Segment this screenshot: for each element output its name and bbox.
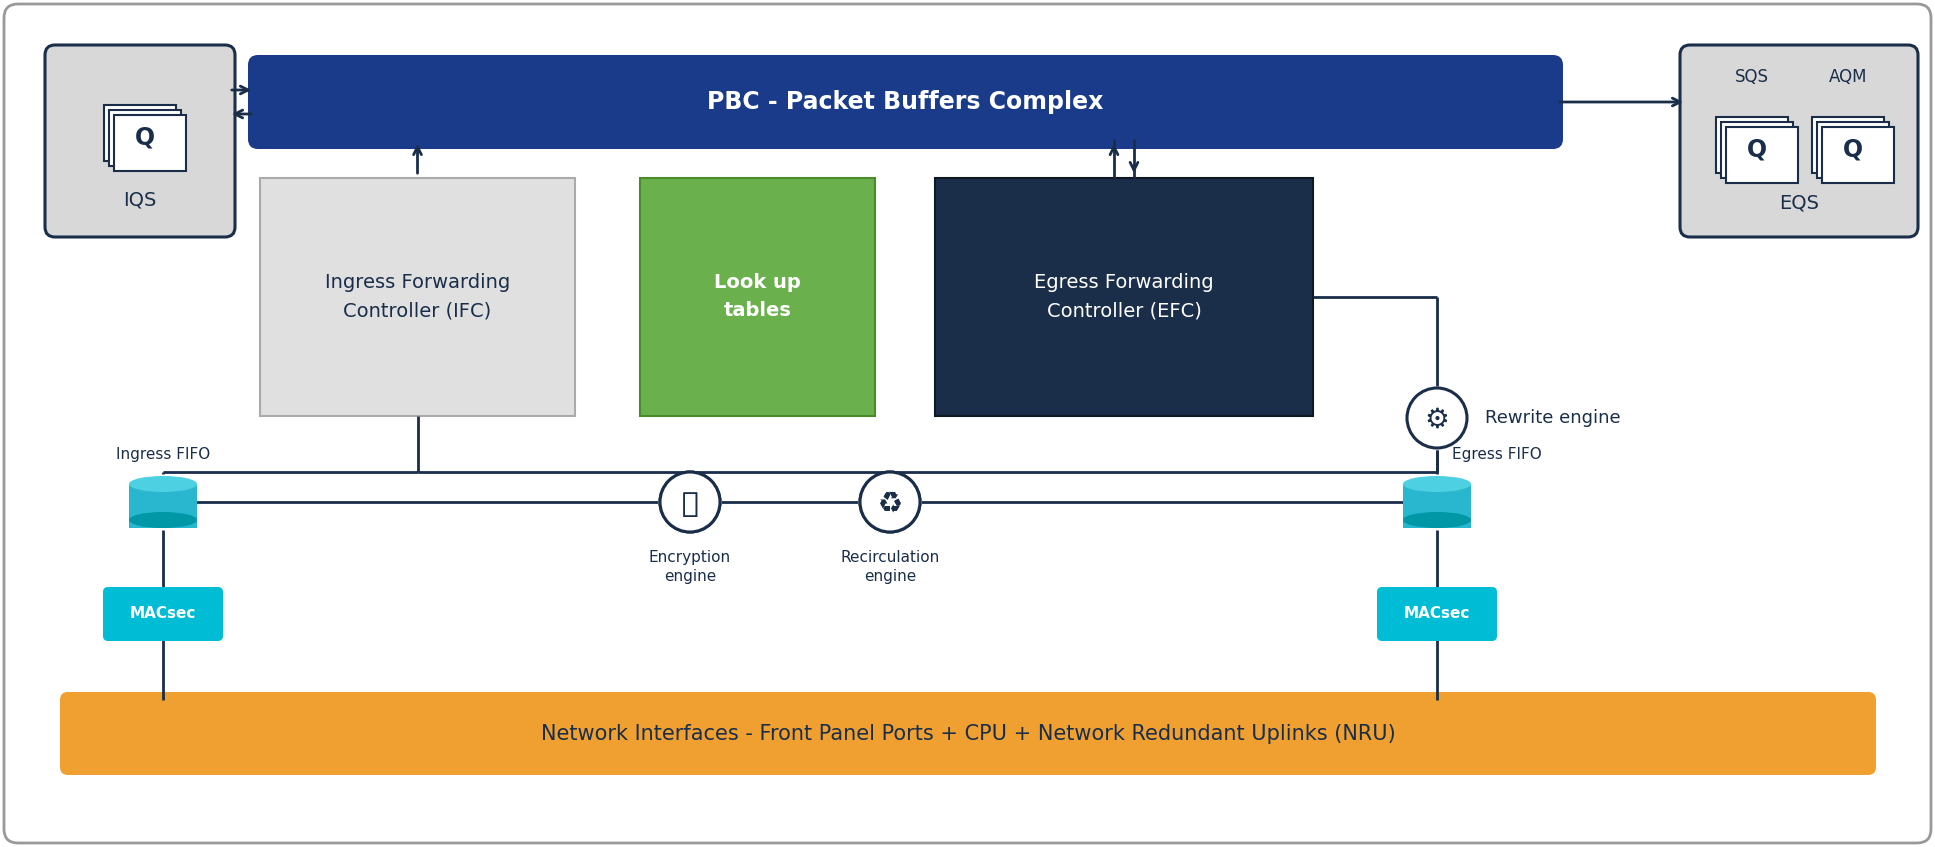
Text: Egress Forwarding
Controller (EFC): Egress Forwarding Controller (EFC) xyxy=(1033,274,1213,320)
Bar xyxy=(114,115,186,171)
Bar xyxy=(1811,117,1885,173)
Text: Q: Q xyxy=(135,126,155,150)
FancyBboxPatch shape xyxy=(1378,587,1498,641)
Circle shape xyxy=(660,472,720,532)
Text: ⚙: ⚙ xyxy=(1424,406,1449,434)
FancyBboxPatch shape xyxy=(103,587,223,641)
Circle shape xyxy=(859,472,919,532)
Text: Encryption
engine: Encryption engine xyxy=(648,550,731,584)
Text: EQS: EQS xyxy=(1778,193,1819,213)
Text: Network Interfaces - Front Panel Ports + CPU + Network Redundant Uplinks (NRU): Network Interfaces - Front Panel Ports +… xyxy=(540,723,1395,744)
Ellipse shape xyxy=(1403,512,1471,528)
Text: 🔒: 🔒 xyxy=(681,490,699,518)
FancyBboxPatch shape xyxy=(1680,45,1918,237)
Bar xyxy=(1817,122,1889,178)
FancyBboxPatch shape xyxy=(60,692,1877,775)
Ellipse shape xyxy=(130,476,197,492)
Text: Ingress FIFO: Ingress FIFO xyxy=(116,447,211,462)
Text: Ingress Forwarding
Controller (IFC): Ingress Forwarding Controller (IFC) xyxy=(325,274,511,320)
Text: SQS: SQS xyxy=(1736,68,1769,86)
Bar xyxy=(108,110,182,166)
Text: 🔒: 🔒 xyxy=(681,490,699,518)
Text: MACsec: MACsec xyxy=(130,606,195,622)
Text: Recirculation
engine: Recirculation engine xyxy=(840,550,940,584)
Ellipse shape xyxy=(130,512,197,528)
Text: IQS: IQS xyxy=(124,191,157,209)
Bar xyxy=(1720,122,1794,178)
Ellipse shape xyxy=(1403,476,1471,492)
Circle shape xyxy=(660,472,720,532)
Bar xyxy=(1823,127,1894,183)
Text: MACsec: MACsec xyxy=(1403,606,1471,622)
Circle shape xyxy=(859,472,919,532)
Circle shape xyxy=(1407,388,1467,448)
Text: Look up
tables: Look up tables xyxy=(714,274,801,320)
Text: Rewrite engine: Rewrite engine xyxy=(1484,409,1622,427)
Bar xyxy=(857,497,921,507)
FancyBboxPatch shape xyxy=(4,4,1931,843)
Text: Egress FIFO: Egress FIFO xyxy=(1451,447,1542,462)
Text: Q: Q xyxy=(1747,138,1767,162)
Text: AQM: AQM xyxy=(1829,68,1867,86)
FancyBboxPatch shape xyxy=(45,45,234,237)
FancyBboxPatch shape xyxy=(248,55,1563,149)
Bar xyxy=(259,178,575,416)
Bar xyxy=(1403,484,1471,528)
Text: Q: Q xyxy=(1842,138,1863,162)
Bar xyxy=(104,105,176,161)
Bar xyxy=(1726,127,1798,183)
Bar xyxy=(658,497,722,507)
Bar xyxy=(130,484,197,528)
Bar xyxy=(1716,117,1788,173)
Text: ♻: ♻ xyxy=(878,490,902,518)
Bar xyxy=(935,178,1314,416)
Text: PBC - Packet Buffers Complex: PBC - Packet Buffers Complex xyxy=(708,90,1103,114)
Bar xyxy=(640,178,875,416)
Text: ♻: ♻ xyxy=(878,490,902,518)
